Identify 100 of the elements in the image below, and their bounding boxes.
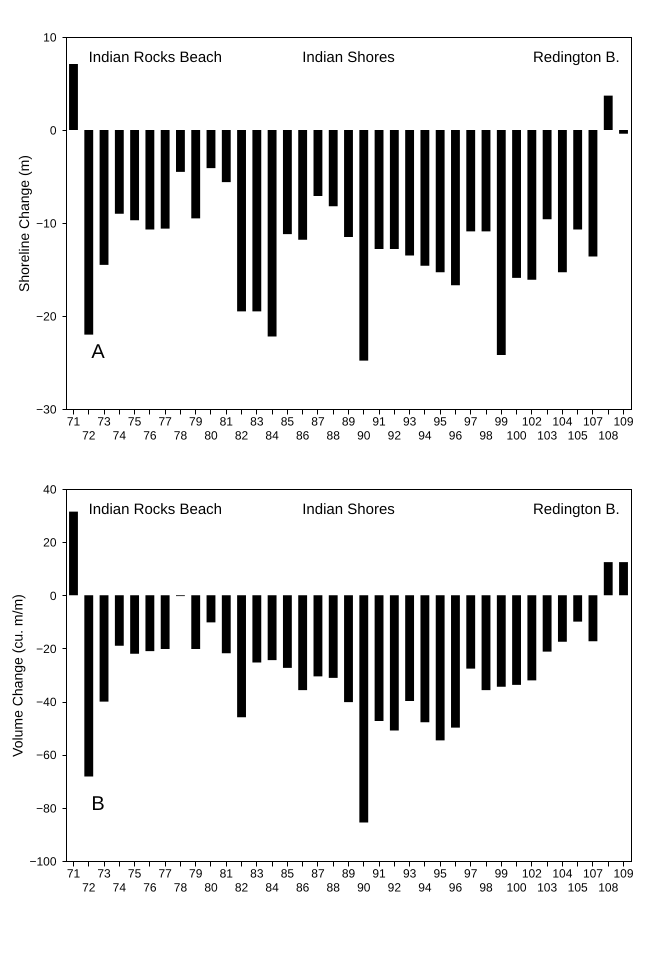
x-tick-label: 81 xyxy=(220,866,234,880)
bar xyxy=(558,595,567,642)
bar xyxy=(84,130,94,335)
x-tick-label: 75 xyxy=(128,414,142,428)
bar xyxy=(114,130,124,214)
x-tick-label: 93 xyxy=(402,414,417,428)
x-tick-label: 95 xyxy=(433,414,448,428)
x-tick-label: 77 xyxy=(158,866,172,880)
y-tick-label: −80 xyxy=(36,801,57,816)
bar xyxy=(405,595,414,702)
bar xyxy=(314,130,322,196)
x-tick-label: 95 xyxy=(433,866,448,880)
bar xyxy=(328,130,338,206)
bar xyxy=(344,130,353,237)
x-tick-label: 80 xyxy=(204,880,218,894)
y-tick-label: −10 xyxy=(36,216,57,230)
bar xyxy=(206,595,216,622)
x-tick-label: 96 xyxy=(448,428,462,442)
x-tick-label: 82 xyxy=(234,880,249,894)
x-tick-label: 87 xyxy=(311,866,325,880)
x-tick-label: 76 xyxy=(143,428,157,442)
y-tick-label: 10 xyxy=(43,30,57,44)
x-tick-label: 104 xyxy=(552,414,573,428)
x-tick-label: 107 xyxy=(582,414,604,428)
bar xyxy=(222,595,231,654)
bar xyxy=(84,595,94,777)
bar xyxy=(69,512,78,596)
bar xyxy=(482,130,490,232)
x-tick-label: 78 xyxy=(174,880,188,894)
bar xyxy=(558,130,567,272)
annotation: Indian Shores xyxy=(302,49,395,66)
x-tick-label: 75 xyxy=(128,866,142,880)
bar xyxy=(222,130,231,182)
bar xyxy=(160,130,170,229)
x-tick-label: 73 xyxy=(97,414,112,428)
x-tick-label: 104 xyxy=(552,866,573,880)
x-tick-label: 102 xyxy=(522,866,542,880)
y-tick-label: 20 xyxy=(43,536,57,550)
bar xyxy=(298,595,308,690)
bar xyxy=(130,130,140,220)
y-tick-label: −20 xyxy=(36,642,57,656)
bar xyxy=(496,595,506,687)
x-tick-label: 93 xyxy=(402,866,417,880)
annotation: A xyxy=(91,341,106,364)
x-tick-label: 85 xyxy=(280,866,294,880)
bar xyxy=(176,130,185,172)
bar xyxy=(160,595,170,649)
bar xyxy=(374,130,384,250)
x-tick-label: 74 xyxy=(112,428,126,442)
bar xyxy=(252,595,262,663)
bar xyxy=(268,130,277,336)
x-tick-label: 87 xyxy=(311,414,325,428)
bar xyxy=(496,130,506,356)
x-tick-label: 71 xyxy=(66,414,80,428)
x-tick-label: 105 xyxy=(568,428,588,442)
bar xyxy=(130,595,140,654)
annotation: Indian Shores xyxy=(302,501,395,518)
x-tick-label: 100 xyxy=(506,428,527,442)
bar xyxy=(359,595,368,822)
x-tick-label: 72 xyxy=(82,880,96,894)
annotation: Redington B. xyxy=(532,49,620,66)
bar xyxy=(100,130,108,265)
x-tick-label: 99 xyxy=(494,414,508,428)
bar xyxy=(206,130,216,168)
bar xyxy=(436,130,445,272)
bar xyxy=(405,130,414,256)
x-tick-label: 102 xyxy=(522,414,542,428)
bar xyxy=(451,130,460,286)
bar xyxy=(573,130,582,230)
x-tick-label: 92 xyxy=(388,880,402,894)
x-tick-label: 92 xyxy=(388,428,402,442)
x-tick-label: 103 xyxy=(537,428,558,442)
bar xyxy=(374,595,384,721)
x-tick-label: 81 xyxy=(220,414,234,428)
bar xyxy=(145,595,154,652)
x-tick-label: 90 xyxy=(357,880,371,894)
x-tick-label: 89 xyxy=(342,866,356,880)
y-axis-title: Shoreline Change (m) xyxy=(16,155,32,292)
x-tick-label: 89 xyxy=(342,414,356,428)
x-tick-label: 77 xyxy=(158,414,172,428)
bar xyxy=(100,595,108,702)
bar xyxy=(542,130,552,220)
x-tick-label: 79 xyxy=(189,414,203,428)
bar xyxy=(542,595,552,652)
x-tick-label: 96 xyxy=(448,880,462,894)
bar xyxy=(268,595,277,660)
bar xyxy=(314,595,322,676)
x-tick-label: 97 xyxy=(464,866,478,880)
bar xyxy=(482,595,490,690)
annotation: Indian Rocks Beach xyxy=(88,501,222,518)
bar xyxy=(237,595,246,718)
x-tick-label: 86 xyxy=(296,880,310,894)
bar xyxy=(145,130,154,230)
bar xyxy=(191,130,200,218)
x-tick-label: 79 xyxy=(189,866,203,880)
x-tick-label: 94 xyxy=(418,428,432,442)
bar xyxy=(604,562,613,596)
x-tick-label: 109 xyxy=(614,414,634,428)
bar xyxy=(420,595,430,722)
bar xyxy=(466,595,476,669)
